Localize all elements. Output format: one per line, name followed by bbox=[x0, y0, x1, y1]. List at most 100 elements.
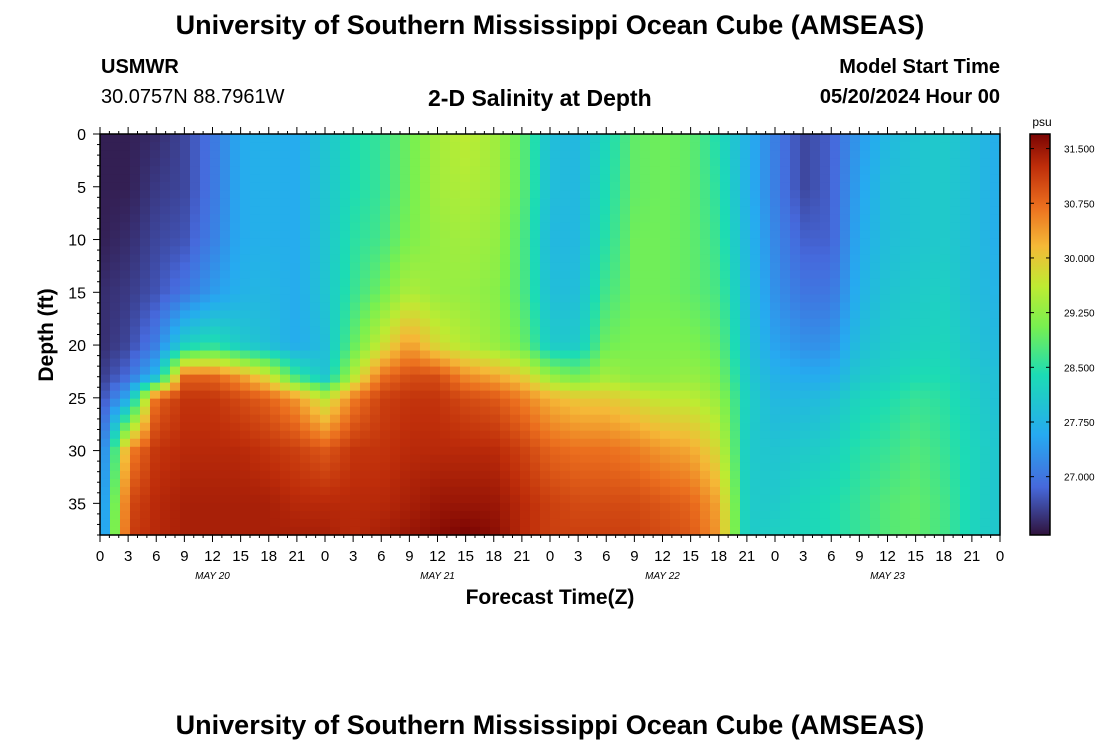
heatmap-cell bbox=[630, 350, 641, 360]
heatmap-cell bbox=[780, 214, 791, 223]
heatmap-cell bbox=[650, 238, 661, 247]
heatmap-cell bbox=[680, 158, 691, 167]
heatmap-cell bbox=[540, 350, 551, 360]
heatmap-cell bbox=[640, 486, 651, 496]
heatmap-cell bbox=[740, 526, 751, 536]
heatmap-cell bbox=[100, 166, 111, 175]
heatmap-cell bbox=[360, 286, 371, 295]
heatmap-cell bbox=[150, 278, 161, 287]
heatmap-cell bbox=[660, 150, 671, 159]
heatmap-cell bbox=[740, 214, 751, 223]
heatmap-cell bbox=[610, 134, 621, 143]
heatmap-cell bbox=[860, 454, 871, 464]
heatmap-cell bbox=[820, 230, 831, 239]
heatmap-cell bbox=[920, 510, 931, 520]
heatmap-cell bbox=[620, 246, 631, 255]
model-start-value: 05/20/2024 Hour 00 bbox=[819, 86, 1000, 108]
heatmap-cell bbox=[150, 350, 161, 360]
heatmap-cell bbox=[720, 350, 731, 360]
heatmap-cell bbox=[140, 150, 151, 159]
x-tick-label: 18 bbox=[710, 548, 727, 565]
heatmap-cell bbox=[510, 166, 521, 175]
heatmap-cell bbox=[620, 206, 631, 215]
heatmap-cell bbox=[660, 462, 671, 472]
heatmap-cell bbox=[380, 366, 391, 376]
heatmap-cell bbox=[840, 310, 851, 320]
heatmap-cell bbox=[500, 302, 511, 312]
heatmap-cell bbox=[830, 302, 841, 312]
heatmap-cell bbox=[220, 310, 231, 320]
heatmap-cell bbox=[360, 262, 371, 271]
heatmap-cell bbox=[240, 238, 251, 247]
heatmap-cell bbox=[210, 414, 221, 424]
heatmap-cell bbox=[370, 334, 381, 344]
heatmap-cell bbox=[230, 302, 241, 312]
heatmap-cell bbox=[560, 206, 571, 215]
heatmap-cell bbox=[840, 254, 851, 263]
heatmap-cell bbox=[440, 134, 451, 143]
heatmap-cell bbox=[430, 166, 441, 175]
heatmap-cell bbox=[780, 422, 791, 432]
heatmap-cell bbox=[640, 454, 651, 464]
heatmap-cell bbox=[710, 302, 721, 312]
heatmap-cell bbox=[720, 446, 731, 456]
heatmap-cell bbox=[980, 326, 991, 336]
heatmap-cell bbox=[410, 310, 421, 320]
heatmap-cell bbox=[360, 174, 371, 183]
heatmap-cell bbox=[350, 206, 361, 215]
heatmap-cell bbox=[280, 286, 291, 295]
heatmap-cell bbox=[460, 214, 471, 223]
heatmap-cell bbox=[530, 206, 541, 215]
heatmap-cell bbox=[360, 382, 371, 392]
heatmap-cell bbox=[870, 174, 881, 183]
heatmap-cell bbox=[360, 486, 371, 496]
heatmap-cell bbox=[890, 438, 901, 448]
heatmap-cell bbox=[400, 166, 411, 175]
heatmap-cell bbox=[900, 454, 911, 464]
heatmap-cell bbox=[990, 222, 1001, 231]
heatmap-cell bbox=[640, 422, 651, 432]
heatmap-cell bbox=[150, 430, 161, 440]
heatmap-cell bbox=[150, 478, 161, 488]
heatmap-cell bbox=[450, 438, 461, 448]
heatmap-cell bbox=[970, 342, 981, 352]
heatmap-cell bbox=[180, 302, 191, 312]
heatmap-cell bbox=[650, 206, 661, 215]
heatmap-cell bbox=[720, 454, 731, 464]
heatmap-cell bbox=[720, 150, 731, 159]
heatmap-cell bbox=[870, 134, 881, 143]
heatmap-cell bbox=[170, 254, 181, 263]
heatmap-cell bbox=[520, 374, 531, 384]
heatmap-cell bbox=[110, 278, 121, 287]
heatmap-cell bbox=[830, 318, 841, 328]
heatmap-cell bbox=[550, 294, 561, 304]
heatmap-cell bbox=[530, 302, 541, 312]
heatmap-cell bbox=[810, 438, 821, 448]
heatmap-cell bbox=[680, 430, 691, 440]
heatmap-cell bbox=[190, 470, 201, 480]
heatmap-cell bbox=[950, 502, 961, 512]
heatmap-cell bbox=[310, 182, 321, 191]
heatmap-cell bbox=[120, 142, 131, 151]
heatmap-cell bbox=[940, 374, 951, 384]
heatmap-cell bbox=[680, 446, 691, 456]
heatmap-cell bbox=[520, 190, 531, 199]
heatmap-cell bbox=[870, 334, 881, 344]
heatmap-cell bbox=[960, 334, 971, 344]
heatmap-cell bbox=[910, 454, 921, 464]
heatmap-cell bbox=[150, 342, 161, 352]
heatmap-cell bbox=[480, 246, 491, 255]
heatmap-cell bbox=[230, 198, 241, 207]
heatmap-cell bbox=[990, 134, 1001, 143]
heatmap-cell bbox=[690, 270, 701, 279]
heatmap-cell bbox=[970, 222, 981, 231]
heatmap-cell bbox=[320, 518, 331, 528]
heatmap-cell bbox=[350, 430, 361, 440]
heatmap-cell bbox=[110, 286, 121, 295]
heatmap-cell bbox=[640, 286, 651, 295]
heatmap-cell bbox=[860, 254, 871, 263]
heatmap-cell bbox=[930, 382, 941, 392]
heatmap-cell bbox=[850, 374, 861, 384]
heatmap-cell bbox=[530, 150, 541, 159]
heatmap-cell bbox=[610, 270, 621, 279]
